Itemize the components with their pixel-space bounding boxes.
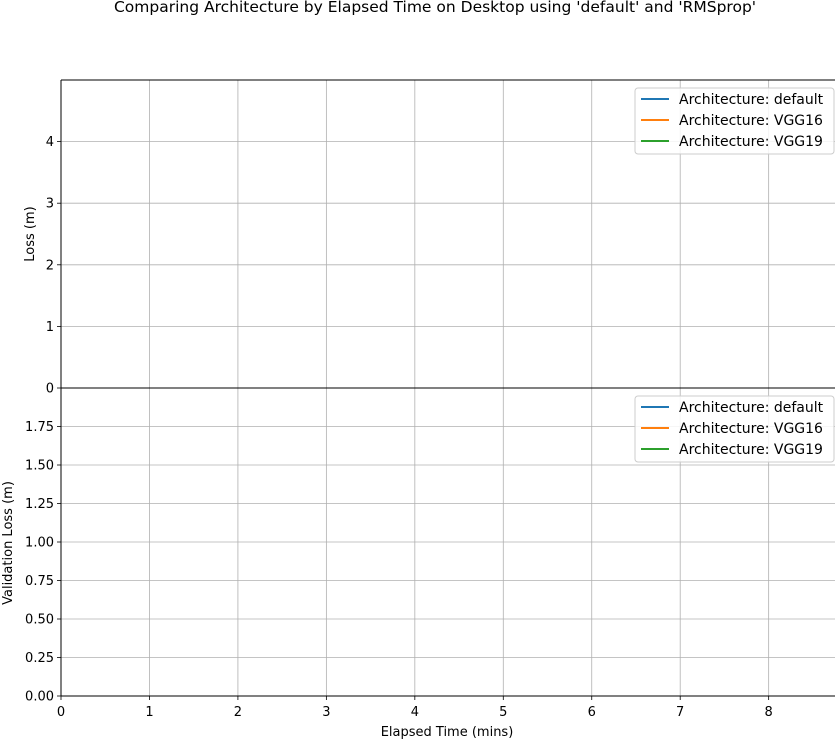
legend-entry: Architecture: default [679,92,824,108]
x-tick-label: 1 [145,705,153,720]
y-tick-label: 0.00 [25,690,54,705]
y-tick-label: 0.25 [25,651,54,666]
y-axis-label: Loss (m) [23,206,38,261]
subplot-2: 0.00 0.25 0.50 0.75 1.00 1.25 1.50 1.75 Validati… [1,387,835,705]
x-axis-label: Elapsed Time (mins) [381,725,514,739]
x-tick-label: 4 [411,705,419,720]
y-tick-label: 0 [46,382,54,397]
y-tick-label: 0.75 [25,574,54,589]
y-tick-label: 1.50 [25,459,54,474]
legend-entry: Architecture: VGG16 [679,421,823,437]
y-tick-label: 1.25 [25,497,54,512]
y-tick-label: 4 [46,135,54,150]
y-tick-label: 1.00 [25,536,54,551]
plot-area: 0 1 2 3 4 Loss (m) Architecture: default Archit… [1,79,835,720]
legend-box [634,395,835,463]
legend-entry: Architecture: default [679,400,824,416]
y-tick-label: 1.75 [25,420,54,435]
x-tick-label: 8 [765,705,773,720]
legend-entry: Architecture: VGG16 [679,113,823,129]
legend-box [634,87,835,155]
x-tick-label: 6 [588,705,596,720]
x-tick-label: 5 [499,705,507,720]
x-tick-label: 2 [234,705,242,720]
x-tick-label: 3 [322,705,330,720]
x-tick-label: 0 [57,705,65,720]
x-tick-label: 7 [676,705,684,720]
y-tick-label: 2 [46,258,54,273]
subplot-1: 0 1 2 3 4 Loss (m) Architecture: default Archit… [23,79,835,397]
chart-title: Comparing Architecture by Elapsed Time o… [114,0,756,16]
y-axis-label: Validation Loss (m) [1,481,16,605]
legend-entry: Architecture: VGG19 [679,134,823,150]
y-tick-label: 0.50 [25,613,54,628]
y-tick-label: 1 [46,320,54,335]
legend-entry: Architecture: VGG19 [679,442,823,458]
y-tick-label: 3 [46,197,54,212]
